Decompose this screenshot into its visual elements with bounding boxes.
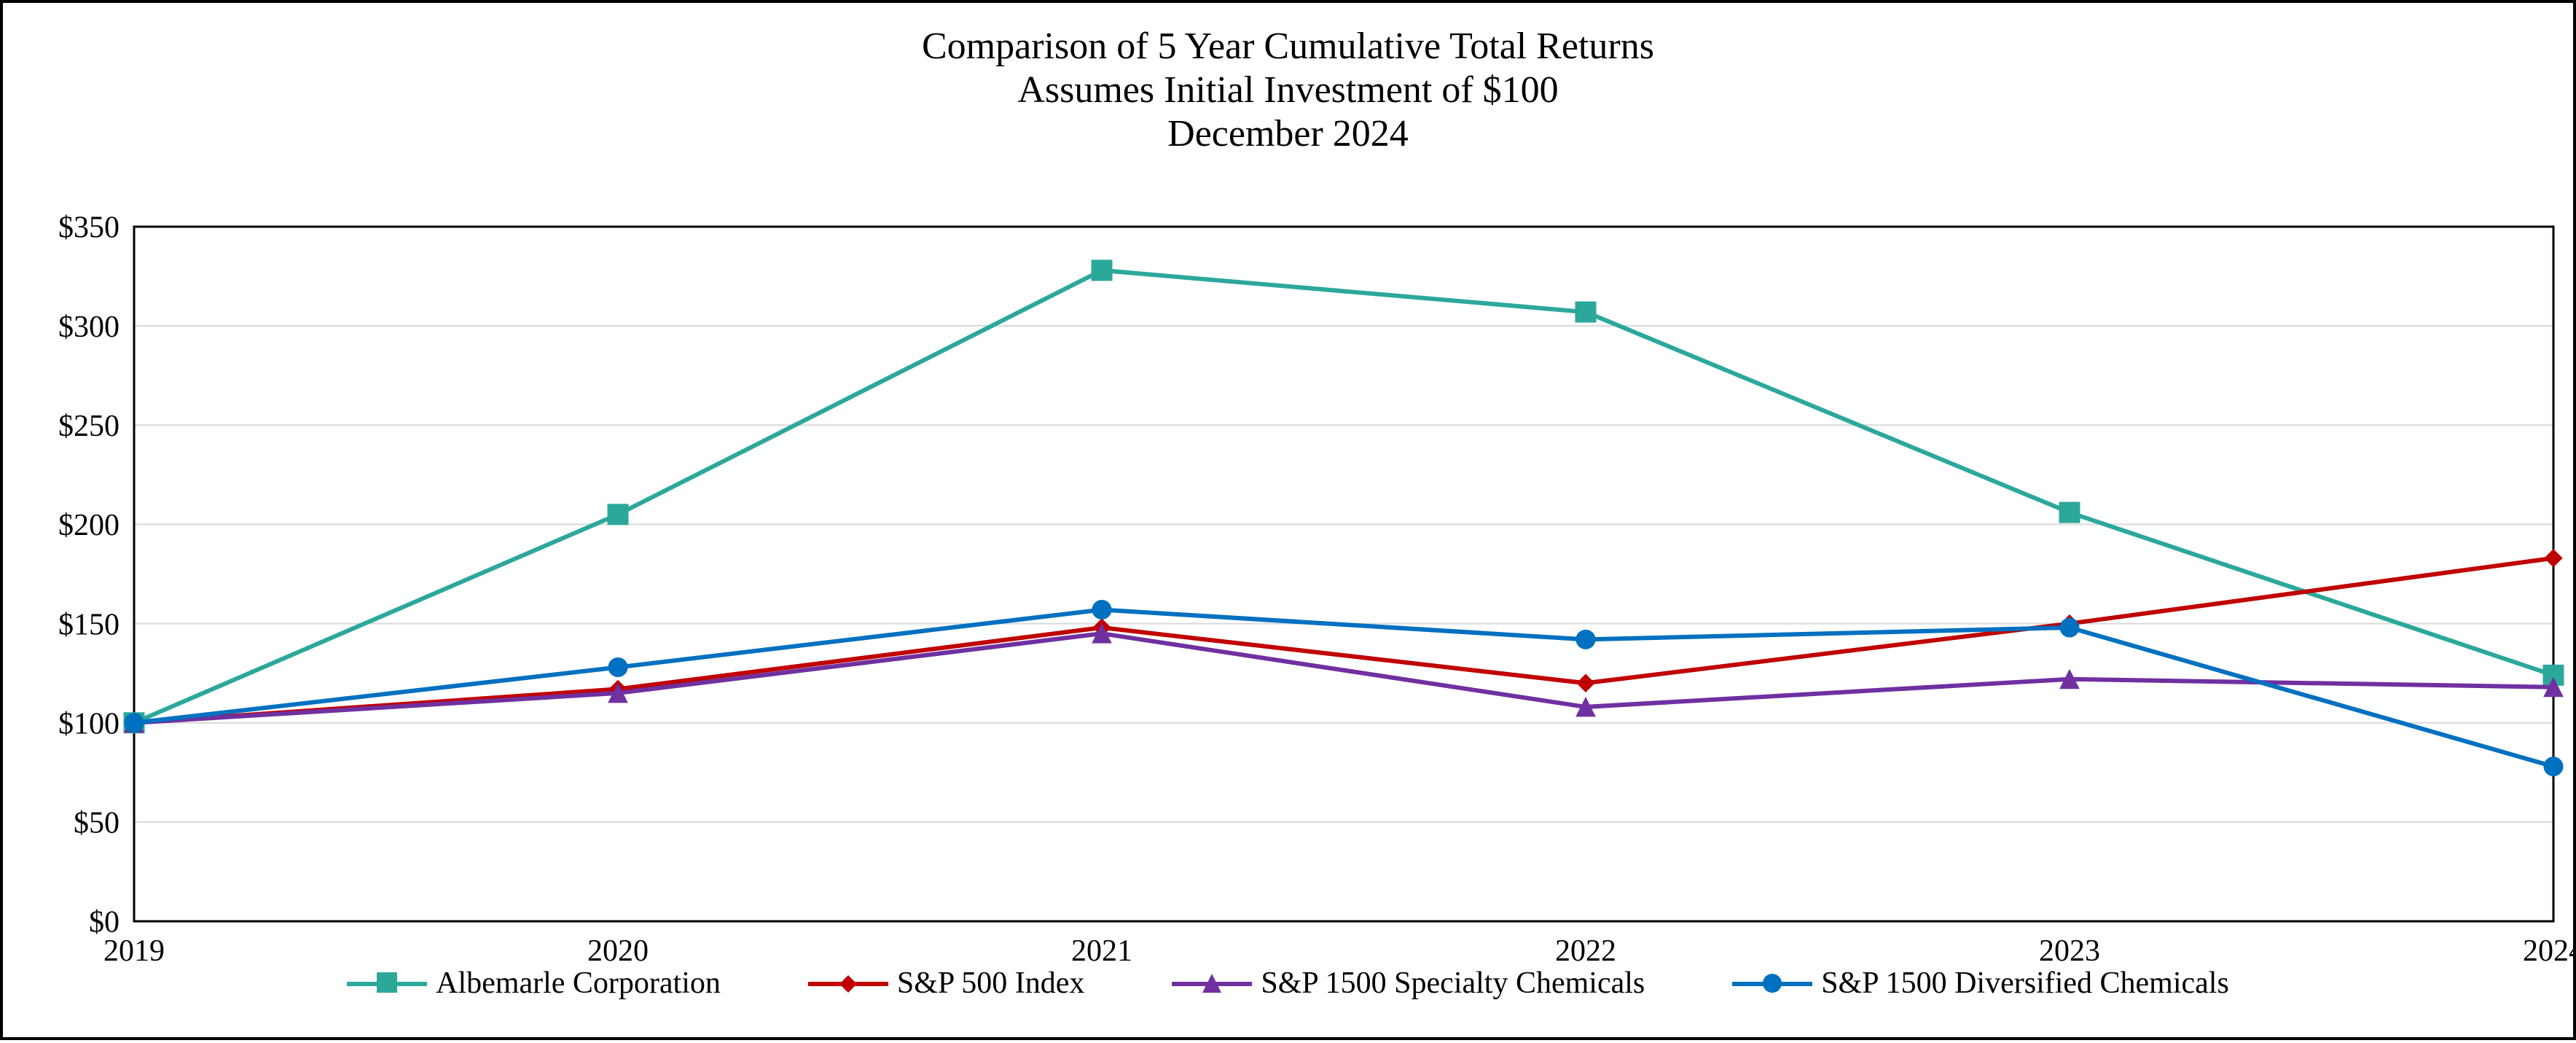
series-line xyxy=(134,558,2553,723)
legend-swatch xyxy=(1172,976,1252,991)
legend-label: Albemarle Corporation xyxy=(436,966,721,1001)
series-marker xyxy=(1576,630,1595,649)
series-marker xyxy=(1577,674,1594,692)
series-marker xyxy=(125,714,144,733)
legend-marker-icon xyxy=(839,966,857,1001)
legend-label: S&P 1500 Diversified Chemicals xyxy=(1821,966,2229,1001)
legend-marker-icon xyxy=(377,966,397,1001)
chart-legend: Albemarle Corporation S&P 500 Index S&P 15… xyxy=(3,964,2573,1001)
series-marker xyxy=(608,504,628,525)
chart-plot: $0$50$100$150$200$250$300$35020192020202… xyxy=(3,3,2576,1043)
chart-frame: Comparison of 5 Year Cumulative Total Re… xyxy=(0,0,2576,1040)
legend-swatch xyxy=(1732,976,1812,991)
series-marker xyxy=(1575,302,1596,322)
legend-swatch xyxy=(347,976,427,991)
series-line xyxy=(134,633,2553,723)
series-marker xyxy=(2545,550,2562,567)
series-marker xyxy=(2059,502,2080,523)
legend-label: S&P 1500 Specialty Chemicals xyxy=(1261,966,1645,1001)
series-marker xyxy=(2060,618,2079,637)
legend-swatch xyxy=(808,976,888,991)
y-axis-tick-label: $200 xyxy=(58,509,120,542)
y-axis-tick-label: $100 xyxy=(58,707,120,741)
series-line xyxy=(134,610,2553,767)
plot-border xyxy=(134,227,2553,921)
y-axis-tick-label: $350 xyxy=(58,211,120,245)
legend-item: S&P 1500 Specialty Chemicals xyxy=(1172,966,1645,1001)
series-marker xyxy=(1092,601,1111,620)
y-axis-tick-label: $300 xyxy=(58,310,120,344)
series-marker xyxy=(608,657,627,676)
y-axis-tick-label: $50 xyxy=(74,807,120,840)
y-axis-tick-label: $150 xyxy=(58,608,120,641)
legend-item: S&P 1500 Diversified Chemicals xyxy=(1732,966,2229,1001)
legend-marker-icon xyxy=(1202,966,1221,1001)
series-marker xyxy=(2544,757,2563,776)
series-marker xyxy=(1092,260,1112,281)
y-axis-tick-label: $250 xyxy=(58,410,120,443)
legend-item: Albemarle Corporation xyxy=(347,966,721,1001)
legend-label: S&P 500 Index xyxy=(897,966,1084,1001)
legend-item: S&P 500 Index xyxy=(808,966,1084,1001)
legend-marker-icon xyxy=(1763,966,1782,1001)
